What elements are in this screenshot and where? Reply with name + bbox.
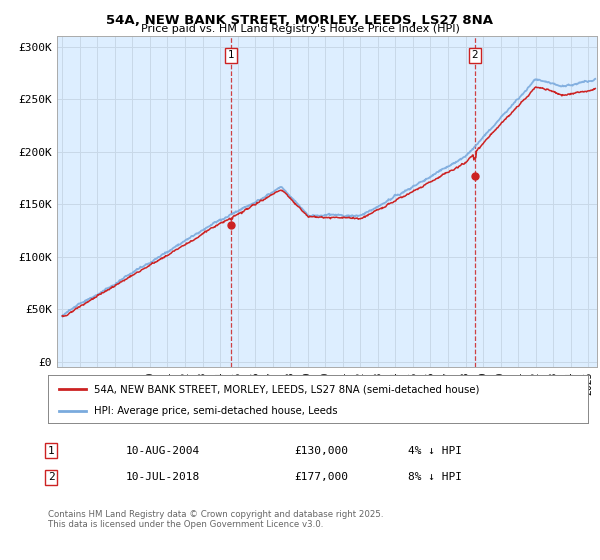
Text: 4% ↓ HPI: 4% ↓ HPI bbox=[408, 446, 462, 456]
Text: 10-JUL-2018: 10-JUL-2018 bbox=[126, 472, 200, 482]
Text: 8% ↓ HPI: 8% ↓ HPI bbox=[408, 472, 462, 482]
Text: 54A, NEW BANK STREET, MORLEY, LEEDS, LS27 8NA: 54A, NEW BANK STREET, MORLEY, LEEDS, LS2… bbox=[107, 14, 493, 27]
Text: 2: 2 bbox=[472, 50, 478, 60]
Text: 1: 1 bbox=[227, 50, 234, 60]
Text: Price paid vs. HM Land Registry's House Price Index (HPI): Price paid vs. HM Land Registry's House … bbox=[140, 24, 460, 34]
Text: Contains HM Land Registry data © Crown copyright and database right 2025.
This d: Contains HM Land Registry data © Crown c… bbox=[48, 510, 383, 529]
Text: 1: 1 bbox=[47, 446, 55, 456]
Text: 10-AUG-2004: 10-AUG-2004 bbox=[126, 446, 200, 456]
Text: £130,000: £130,000 bbox=[294, 446, 348, 456]
Text: £177,000: £177,000 bbox=[294, 472, 348, 482]
Text: HPI: Average price, semi-detached house, Leeds: HPI: Average price, semi-detached house,… bbox=[94, 406, 338, 416]
Text: 54A, NEW BANK STREET, MORLEY, LEEDS, LS27 8NA (semi-detached house): 54A, NEW BANK STREET, MORLEY, LEEDS, LS2… bbox=[94, 385, 479, 394]
Text: 2: 2 bbox=[47, 472, 55, 482]
